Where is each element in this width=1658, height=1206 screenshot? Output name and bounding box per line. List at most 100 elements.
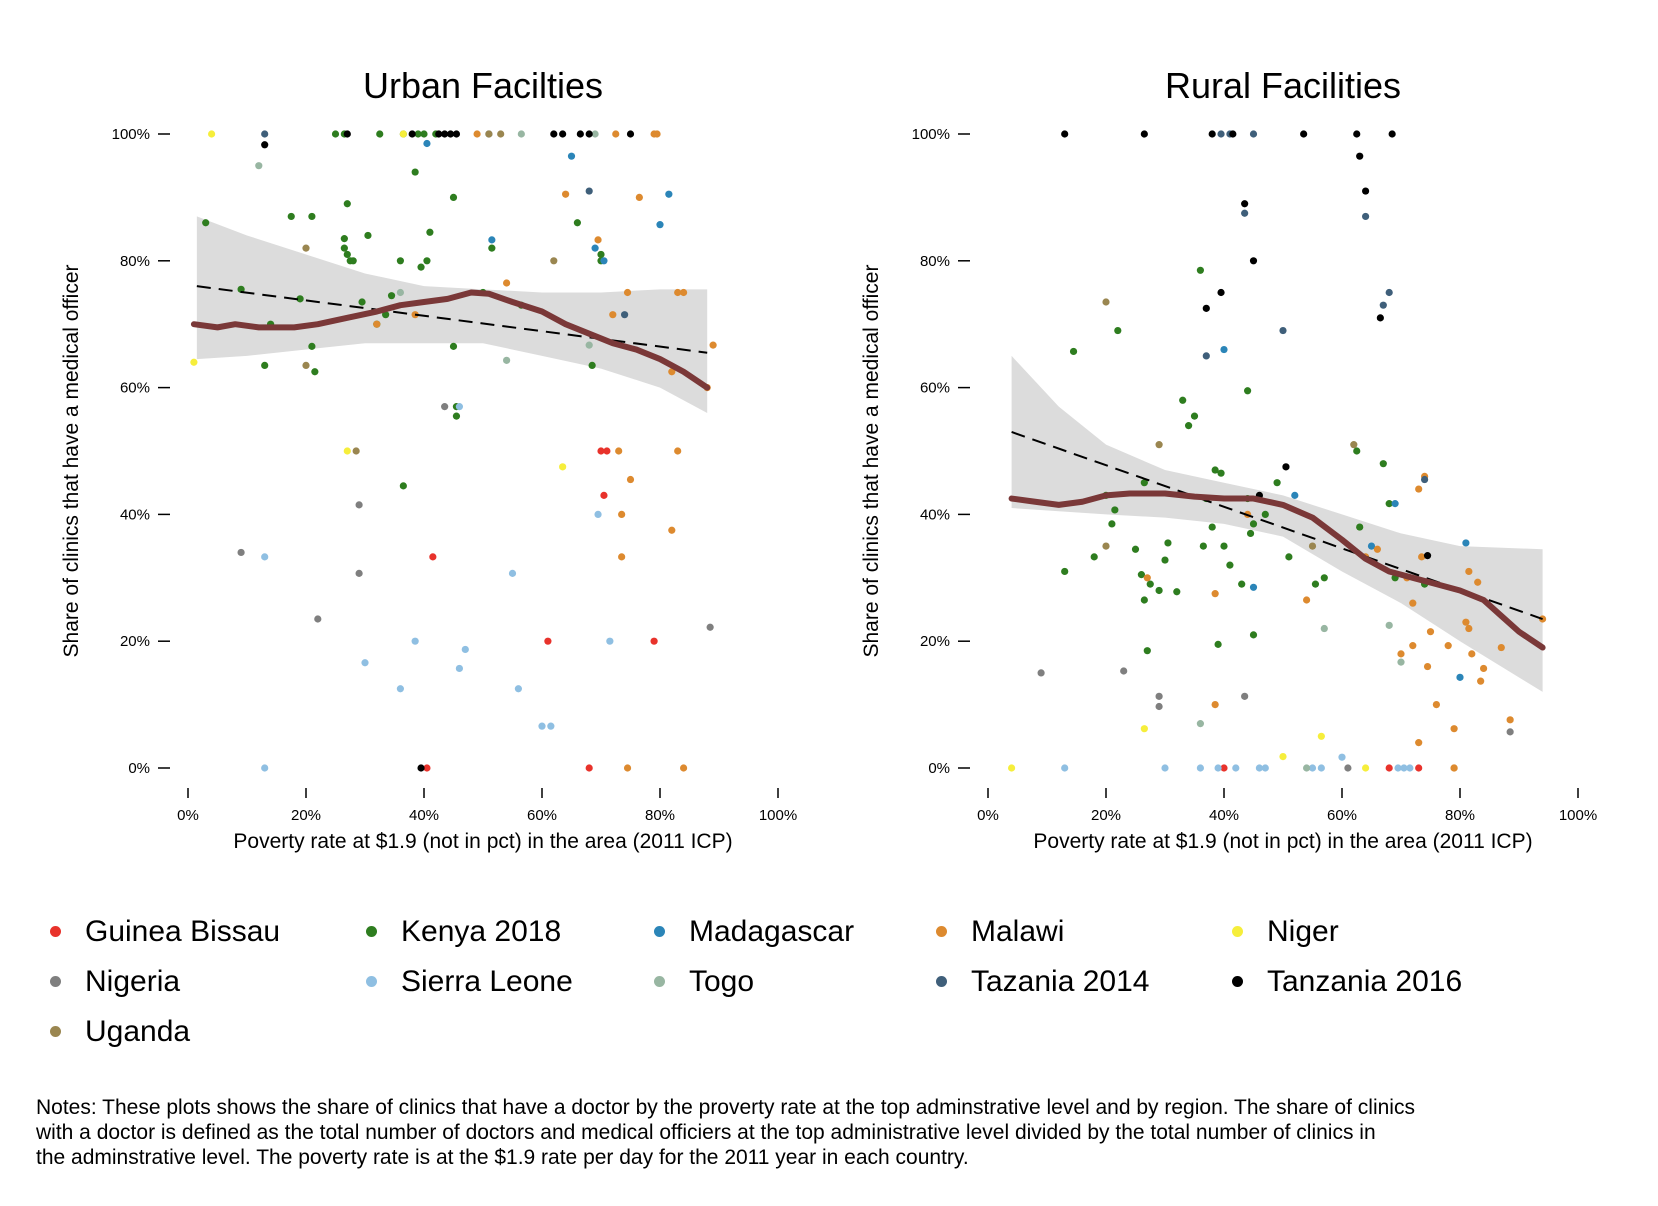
data-point xyxy=(488,236,496,244)
chart-title: Rural Facilities xyxy=(1165,65,1401,106)
data-point xyxy=(387,292,396,300)
linear-fit-line xyxy=(196,285,708,354)
data-point xyxy=(1353,447,1361,455)
data-point xyxy=(1108,520,1116,528)
legend-marker xyxy=(936,925,947,937)
data-point xyxy=(1090,553,1098,561)
data-point xyxy=(1344,764,1352,772)
data-point xyxy=(585,130,593,138)
data-point xyxy=(1155,586,1163,595)
data-point xyxy=(1394,764,1402,772)
data-point xyxy=(1308,764,1317,772)
data-point xyxy=(1226,561,1234,569)
charts-canvas: Urban Facilties 0% 20% 40% 60% 80% 100% 0% 20% 40… xyxy=(60,65,1597,853)
legend-item-tanzania-2016: Tanzania 2016 xyxy=(1232,965,1462,999)
data-point xyxy=(594,236,602,244)
series-togo xyxy=(1196,621,1405,772)
data-point xyxy=(352,447,360,455)
series-madagascar xyxy=(423,139,673,265)
data-point xyxy=(1320,624,1328,633)
series-malawi xyxy=(1143,472,1547,772)
x-tick-label: 100% xyxy=(1559,807,1597,824)
y-tick-label: 80% xyxy=(920,253,950,270)
data-point xyxy=(423,139,431,148)
data-point xyxy=(1356,152,1364,160)
data-point xyxy=(585,187,593,195)
legend-label: Malawi xyxy=(971,915,1065,948)
data-point xyxy=(1140,596,1148,604)
data-point xyxy=(349,257,357,265)
data-point xyxy=(1376,314,1384,322)
data-point xyxy=(1185,422,1193,430)
legend: Guinea Bissau Kenya 2018 Madagascar Malawi N… xyxy=(50,915,1610,1065)
data-point xyxy=(626,475,635,484)
data-point xyxy=(331,130,340,138)
data-point xyxy=(1391,500,1399,508)
data-point xyxy=(1114,326,1122,335)
data-point xyxy=(623,764,632,772)
legend-label: Sierra Leone xyxy=(401,965,573,998)
data-point xyxy=(358,298,366,306)
data-point xyxy=(585,764,593,772)
data-point xyxy=(1217,288,1225,297)
series-niger xyxy=(1008,725,1370,772)
data-point xyxy=(1497,643,1505,652)
series-togo xyxy=(255,130,599,364)
data-point xyxy=(1140,725,1148,733)
y-tick-label: 60% xyxy=(920,380,950,397)
data-point xyxy=(1308,542,1317,550)
data-point xyxy=(1506,716,1514,724)
data-point xyxy=(1196,764,1204,772)
data-point xyxy=(461,645,469,654)
y-axis-label: Share of clinics that have a medical off… xyxy=(60,265,83,658)
data-point xyxy=(1111,506,1119,514)
data-point xyxy=(1468,650,1476,658)
data-point xyxy=(576,130,584,138)
data-point xyxy=(399,130,407,138)
data-point xyxy=(1379,460,1387,468)
data-point xyxy=(1465,624,1473,633)
y-axis-label: Share of clinics that have a medical off… xyxy=(860,265,883,658)
data-point xyxy=(706,623,714,631)
data-point xyxy=(606,637,614,645)
legend-item-tazania-2014: Tazania 2014 xyxy=(936,965,1149,999)
data-point xyxy=(1385,764,1393,772)
data-point xyxy=(1261,764,1269,772)
data-point xyxy=(1418,553,1426,561)
data-point xyxy=(618,553,626,561)
data-point xyxy=(588,361,596,370)
data-point xyxy=(1432,701,1440,709)
data-point xyxy=(1214,640,1222,648)
x-tick-label: 80% xyxy=(645,807,675,824)
data-point xyxy=(1261,510,1269,518)
data-point xyxy=(1480,664,1488,673)
data-point xyxy=(1362,187,1370,195)
legend-label: Niger xyxy=(1267,915,1339,948)
legend-label: Guinea Bissau xyxy=(85,915,281,948)
data-point xyxy=(1146,580,1154,588)
data-point xyxy=(396,288,404,297)
data-point xyxy=(343,200,351,208)
data-point xyxy=(594,510,602,518)
data-point xyxy=(408,130,416,138)
legend-marker xyxy=(366,925,377,937)
data-point xyxy=(1317,764,1325,772)
smoothed-trend-line xyxy=(190,289,711,391)
data-point xyxy=(1155,692,1163,700)
data-point xyxy=(503,356,511,364)
data-point xyxy=(1409,642,1417,650)
y-tick-label: 0% xyxy=(128,760,150,777)
series-kenya-2018 xyxy=(202,130,605,490)
data-point xyxy=(1362,764,1370,772)
data-point xyxy=(314,615,322,623)
data-point xyxy=(1385,621,1393,629)
data-point xyxy=(1220,542,1228,550)
legend-marker xyxy=(50,1025,61,1037)
data-point xyxy=(559,130,567,138)
data-point xyxy=(429,553,437,561)
data-point xyxy=(417,263,425,271)
data-point xyxy=(567,152,576,160)
data-point xyxy=(261,764,269,772)
data-point xyxy=(261,130,269,138)
legend-item-uganda: Uganda xyxy=(50,1015,190,1049)
